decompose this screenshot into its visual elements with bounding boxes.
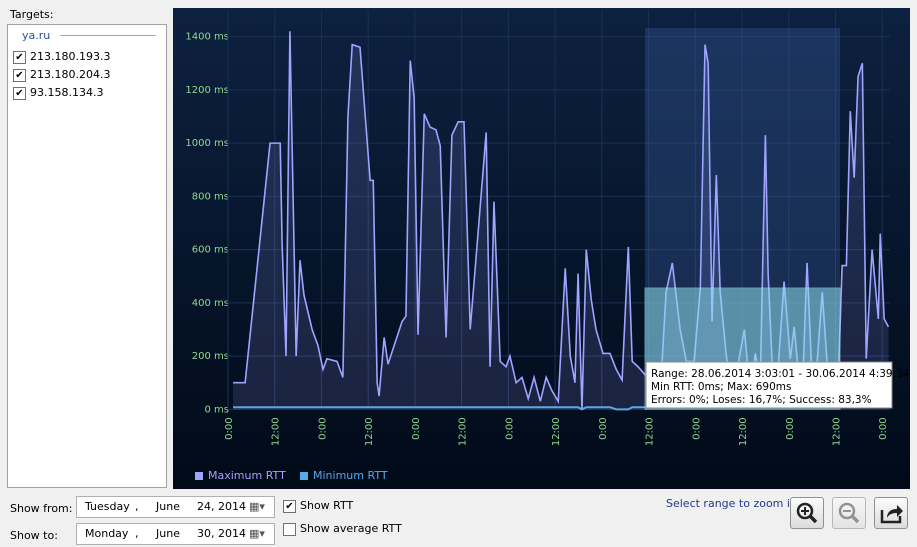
target-tree: ya.ru ✔ 213.180.193.3 ✔ 213.180.204.3 ✔ 93.15… (7, 24, 167, 488)
weekday: Tuesday (85, 500, 130, 513)
show-rtt[interactable]: ✔ Show RTT (283, 499, 353, 513)
y-tick-label: 600 ms (192, 245, 229, 256)
x-tick-label: 0:00 (504, 417, 515, 439)
sep: , (135, 527, 139, 540)
checkbox[interactable] (283, 522, 296, 536)
target-label: 213.180.193.3 (30, 50, 111, 63)
x-tick-label: 0:00 (317, 417, 328, 439)
zoom-in-icon (796, 502, 818, 524)
x-tick-label: 12:00 (831, 417, 842, 446)
y-tick-label: 400 ms (192, 298, 229, 309)
legend-label: Minimum RTT (313, 469, 388, 482)
export-icon (880, 505, 903, 524)
x-tick-label: 12:00 (271, 417, 282, 446)
legend-swatch (300, 472, 308, 480)
checkbox[interactable]: ✔ (283, 499, 296, 513)
target-label: 213.180.204.3 (30, 68, 111, 81)
x-tick-label: 0:00 (224, 417, 235, 439)
to-date[interactable]: Monday , June 30, 2014 ▦▾ (76, 523, 275, 545)
month: June (156, 527, 180, 540)
calendar-icon: ▦▾ (249, 500, 265, 513)
tooltip-line: Errors: 0%; Loses: 16,7%; Success: 83,3% (651, 394, 872, 406)
x-tick-label: 12:00 (458, 417, 469, 446)
targets-label: Targets: (10, 8, 54, 21)
y-tick-label: 1000 ms (185, 138, 229, 149)
group-line (60, 35, 156, 36)
checkbox[interactable]: ✔ (13, 86, 26, 100)
x-tick-label: 12:00 (738, 417, 749, 446)
zoom-out-button[interactable] (832, 497, 866, 529)
to-label: Show to: (10, 529, 58, 542)
y-tick-label: 200 ms (192, 351, 229, 362)
date: 30, 2014 (197, 527, 246, 540)
legend-swatch (195, 472, 203, 480)
y-tick-label: 1400 ms (185, 32, 229, 43)
x-tick-label: 0:00 (411, 417, 422, 439)
from-label: Show from: (10, 502, 73, 515)
export-button[interactable] (874, 497, 908, 529)
x-tick-label: 0:00 (878, 417, 889, 439)
zoom-hint: Select range to zoom in (666, 497, 797, 510)
x-tick-label: 0:00 (598, 417, 609, 439)
legend-label: Maximum RTT (208, 469, 286, 482)
from-date[interactable]: Tuesday , June 24, 2014 ▦▾ (76, 496, 275, 518)
tooltip-line: Range: 28.06.2014 3:03:01 - 30.06.2014 4… (651, 368, 910, 380)
month: June (156, 500, 180, 513)
show-avg[interactable]: Show average RTT (283, 522, 402, 536)
group-label[interactable]: ya.ru (22, 29, 51, 42)
x-tick-label: 12:00 (364, 417, 375, 446)
target-item[interactable]: ✔ 213.180.204.3 (13, 68, 110, 86)
x-tick-label: 0:00 (785, 417, 796, 439)
target-item[interactable]: ✔ 93.158.134.3 (13, 86, 110, 104)
checkbox[interactable]: ✔ (13, 68, 26, 82)
date: 24, 2014 (197, 500, 246, 513)
target-item[interactable]: ✔ 213.180.193.3 (13, 50, 110, 68)
zoom-in-button[interactable] (790, 497, 824, 529)
tooltip-line: Min RTT: 0ms; Max: 690ms (651, 381, 791, 393)
checkbox[interactable]: ✔ (13, 50, 26, 64)
x-tick-label: 0:00 (691, 417, 702, 439)
y-tick-label: 0 ms (205, 404, 230, 415)
checkbox-label: Show average RTT (300, 522, 402, 535)
checkbox-label: Show RTT (300, 499, 354, 512)
chart: 0 ms 200 ms 400 ms 600 ms 800 ms 1000 ms 1200 … (173, 8, 910, 489)
target-list: ✔ 213.180.193.3 ✔ 213.180.204.3 ✔ 93.158.134.… (13, 50, 110, 104)
zoom-out-icon (838, 502, 860, 524)
x-tick-label: 12:00 (551, 417, 562, 446)
tooltip-box (645, 361, 893, 409)
y-tick-label: 800 ms (192, 191, 229, 202)
calendar-icon: ▦▾ (249, 527, 265, 540)
weekday: Monday (85, 527, 129, 540)
x-tick-label: 12:00 (645, 417, 656, 446)
y-tick-label: 1200 ms (185, 85, 229, 96)
target-label: 93.158.134.3 (30, 86, 104, 99)
sep: , (135, 500, 139, 513)
